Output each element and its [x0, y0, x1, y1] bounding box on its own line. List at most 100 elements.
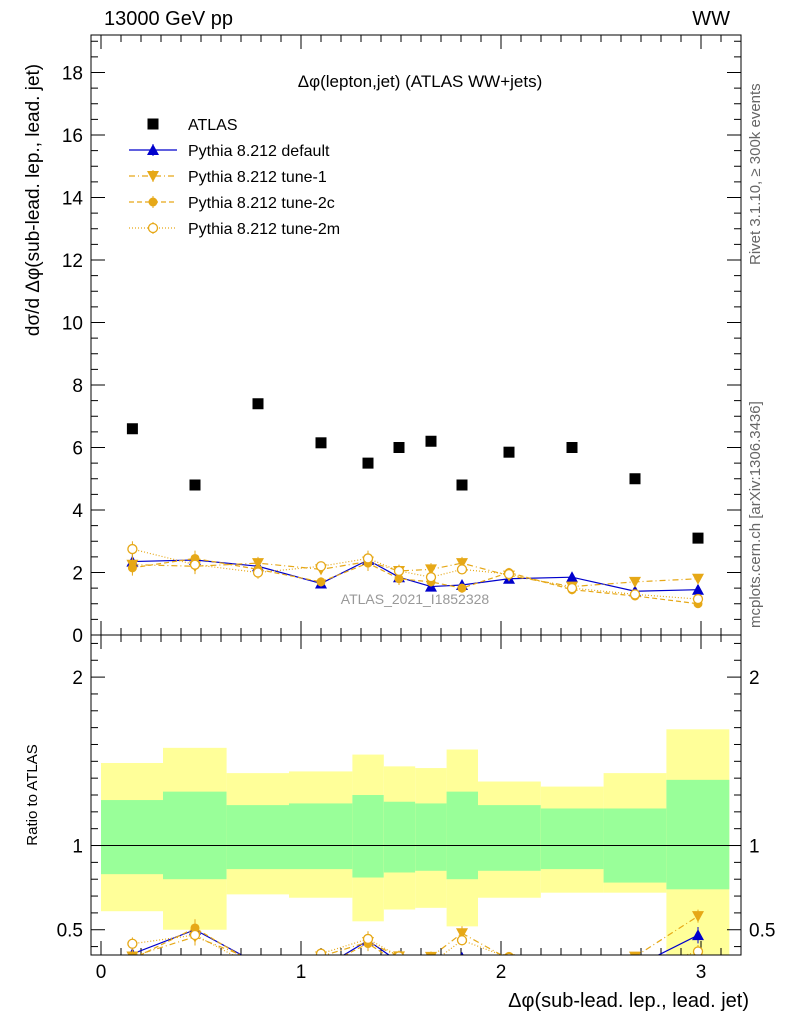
ratio-line: [139, 927, 387, 955]
ratio-point: [629, 951, 641, 955]
ratio-point: [631, 966, 640, 975]
data-point: [566, 442, 578, 453]
band-inner: [226, 805, 289, 870]
x-tick-label: 3: [696, 962, 707, 983]
mc-point: [692, 573, 704, 585]
legend-label: Pythia 8.212 tune-2c: [188, 195, 335, 212]
ratio-point: [315, 963, 327, 974]
mc-point: [566, 582, 578, 594]
ratio-y-tick-label: 2: [749, 668, 760, 689]
y-tick-label: 10: [62, 314, 83, 335]
ratio-y-tick-label: 0.5: [749, 921, 775, 942]
mc-point: [362, 553, 374, 564]
series-line: [132, 559, 699, 592]
mc-point: [425, 564, 437, 576]
mc-point: [127, 543, 138, 555]
ratio-point: [460, 951, 464, 955]
process-label: WW: [692, 8, 730, 30]
ratio-y-tick-label: 2: [72, 668, 83, 689]
mc-point: [457, 583, 467, 593]
mc-point: [315, 561, 327, 572]
ratio-point: [566, 956, 578, 967]
data-point: [692, 532, 704, 544]
legend-label: ATLAS: [188, 117, 238, 134]
legend-marker: [147, 144, 159, 155]
band-inner: [101, 800, 163, 875]
data-point: [425, 435, 437, 447]
legend: ATLAS Pythia 8.212 default Pythia 8.212 tu…: [129, 117, 340, 238]
ratio-point: [568, 967, 577, 976]
band-inner: [540, 808, 604, 870]
y-tick-label: 16: [62, 126, 83, 147]
ratio-y-tick-label: 1: [72, 837, 83, 858]
legend-marker: [147, 171, 159, 182]
ratio-point: [456, 935, 468, 946]
mc-point: [692, 593, 704, 605]
ratio-line: [132, 929, 699, 955]
legend-label: Pythia 8.212 default: [188, 143, 330, 160]
ratio-point: [130, 954, 135, 955]
y-tick-label: 14: [62, 189, 84, 210]
rivet-label: Rivet 3.1.10, ≥ 300k events: [747, 83, 764, 265]
mc-point: [189, 559, 201, 570]
mc-point: [316, 577, 326, 587]
ratio-point: [692, 911, 704, 923]
ratio-point: [394, 951, 404, 955]
ratio-point: [315, 948, 327, 955]
x-tick-label: 2: [496, 962, 507, 983]
band-inner: [383, 801, 416, 873]
y-tick-label: 18: [62, 64, 83, 85]
legend-label: Pythia 8.212 tune-1: [188, 169, 327, 186]
legend-marker: [148, 197, 158, 207]
mcplots-label: mcplots.cern.ch [arXiv:1306.3436]: [747, 401, 764, 628]
ratio-point: [568, 969, 577, 978]
watermark: ATLAS_2021_I1852328: [341, 591, 490, 607]
y-tick-label: 6: [72, 439, 83, 460]
x-tick-label: 1: [296, 962, 307, 983]
ratio-point: [456, 928, 468, 940]
ratio-point: [393, 956, 405, 967]
mc-point: [393, 565, 405, 577]
band-inner: [446, 791, 478, 880]
ratio-point: [362, 933, 374, 945]
ratio-y-tick-label: 0.5: [57, 921, 83, 942]
ratio-y-axis-label: Ratio to ATLAS: [24, 744, 41, 845]
band-inner: [415, 803, 447, 871]
ratio-point: [566, 965, 578, 976]
data-point: [393, 442, 405, 453]
x-axis-label: Δφ(sub-lead. lep., lead. jet): [508, 990, 749, 1012]
series-line: [132, 560, 699, 588]
ratio-point: [427, 963, 436, 972]
mc-point: [629, 589, 641, 600]
band-inner: [352, 795, 384, 878]
ratio-y-tick-label: 1: [749, 837, 760, 858]
mc-point: [127, 563, 137, 573]
y-tick-label: 4: [72, 501, 83, 522]
ratio-point: [395, 959, 404, 968]
mc-point: [566, 571, 578, 583]
mc-point: [692, 583, 704, 595]
mc-point: [456, 558, 468, 570]
data-point: [315, 437, 327, 449]
data-point: [252, 398, 264, 410]
ratio-point: [458, 957, 467, 966]
ratio-point: [631, 967, 640, 976]
mc-point: [252, 567, 264, 578]
band-inner: [666, 779, 730, 890]
chart-title: Δφ(lepton,jet) (ATLAS WW+jets): [298, 72, 543, 91]
y-tick-label: 2: [72, 564, 83, 585]
mc-point: [425, 572, 437, 583]
mc-point: [629, 576, 641, 588]
legend-marker: [147, 222, 159, 234]
ratio-point: [127, 938, 138, 949]
ratio-frame: [90, 634, 742, 956]
data-point: [629, 473, 641, 485]
ratio-point: [425, 951, 437, 955]
main-series: [126, 398, 704, 609]
mc-point: [503, 568, 515, 580]
y-tick-label: 12: [62, 251, 83, 272]
ratio-bands: [101, 729, 730, 955]
ratio-point: [692, 929, 704, 941]
ratio-point: [252, 957, 264, 968]
